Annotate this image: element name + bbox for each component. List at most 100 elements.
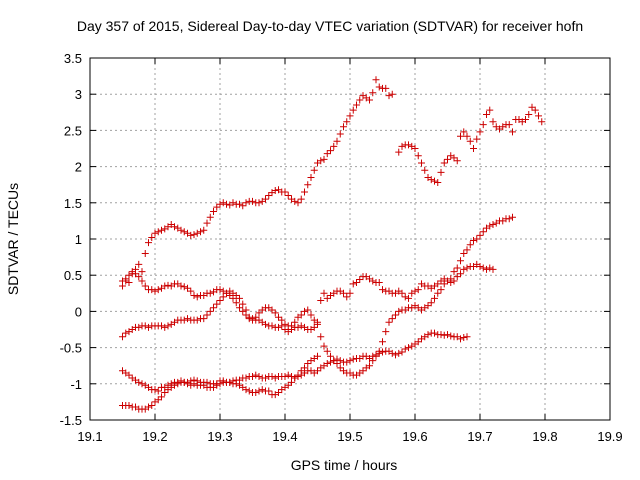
data-point	[125, 278, 133, 286]
data-point	[411, 145, 419, 152]
data-point	[437, 286, 445, 294]
data-point	[346, 112, 354, 120]
data-point	[522, 116, 529, 124]
data-point	[164, 322, 172, 330]
x-axis-label: GPS time / hours	[291, 457, 398, 473]
data-point	[453, 157, 461, 165]
data-point	[213, 381, 221, 389]
data-point	[349, 355, 357, 363]
data-point	[317, 297, 325, 305]
data-point	[210, 304, 217, 312]
data-point	[450, 268, 458, 276]
data-point	[154, 286, 162, 294]
data-point	[333, 355, 341, 363]
data-point	[323, 150, 331, 158]
data-point	[135, 260, 143, 268]
data-point	[239, 307, 247, 315]
data-point	[138, 268, 146, 276]
data-point	[450, 154, 458, 162]
data-point	[258, 386, 266, 394]
data-point	[288, 378, 295, 386]
y-tick-label: 0	[75, 304, 82, 319]
data-point	[291, 318, 299, 326]
data-point	[304, 306, 312, 314]
data-point	[440, 280, 448, 288]
data-point	[346, 289, 354, 297]
data-point	[382, 328, 390, 336]
data-point	[314, 367, 321, 375]
data-point	[177, 282, 185, 290]
data-point	[476, 128, 484, 136]
data-point	[268, 373, 276, 381]
data-point	[395, 349, 403, 357]
data-point	[193, 293, 201, 301]
data-point	[219, 293, 227, 301]
data-point	[219, 199, 227, 207]
data-point	[466, 241, 474, 249]
data-point	[333, 137, 341, 145]
data-point	[223, 200, 230, 208]
data-point	[284, 192, 292, 200]
data-point	[304, 181, 312, 189]
data-point	[440, 331, 448, 339]
data-point	[262, 374, 269, 382]
data-point	[255, 309, 263, 317]
data-point	[366, 96, 373, 104]
data-point	[460, 128, 468, 136]
data-point	[148, 286, 156, 294]
data-point	[122, 329, 130, 337]
data-point	[310, 166, 318, 174]
data-point	[145, 403, 152, 411]
data-point	[236, 294, 243, 302]
data-point	[489, 265, 497, 273]
data-point	[252, 371, 260, 379]
data-point	[190, 231, 198, 239]
data-point	[486, 222, 494, 230]
data-point	[206, 307, 214, 315]
data-point	[489, 118, 497, 126]
data-point	[476, 263, 484, 271]
data-point	[343, 293, 351, 301]
data-point	[268, 306, 276, 314]
data-point	[388, 90, 396, 98]
data-point	[161, 388, 169, 396]
x-tick-label: 19.1	[77, 429, 102, 444]
data-point	[434, 289, 442, 297]
data-point	[418, 159, 425, 167]
data-point	[138, 380, 146, 388]
data-point	[148, 402, 156, 410]
data-point	[301, 188, 308, 196]
data-point	[255, 387, 263, 395]
data-point	[327, 147, 334, 155]
data-point	[369, 89, 377, 97]
data-point	[343, 118, 351, 126]
data-point	[356, 96, 364, 104]
data-point	[486, 264, 494, 272]
data-point	[294, 371, 302, 379]
data-point	[356, 276, 364, 284]
data-point	[119, 333, 126, 341]
data-point	[310, 316, 318, 324]
data-point	[158, 393, 165, 401]
data-point	[141, 249, 149, 257]
data-point	[232, 291, 240, 299]
data-point	[216, 297, 224, 305]
data-point	[229, 199, 237, 207]
data-point	[187, 381, 195, 389]
data-point	[294, 323, 302, 331]
data-point	[281, 188, 289, 196]
data-point	[154, 228, 162, 236]
data-point	[135, 378, 143, 386]
data-point	[307, 311, 315, 319]
data-point	[171, 381, 178, 389]
data-point	[284, 381, 292, 389]
data-point	[379, 286, 386, 294]
data-point	[275, 313, 282, 321]
data-point	[206, 213, 214, 221]
y-tick-label: -1.5	[60, 413, 82, 428]
data-point	[463, 264, 471, 272]
data-point	[200, 315, 208, 323]
data-point	[242, 374, 250, 382]
data-point	[245, 387, 253, 395]
data-point	[239, 300, 247, 308]
